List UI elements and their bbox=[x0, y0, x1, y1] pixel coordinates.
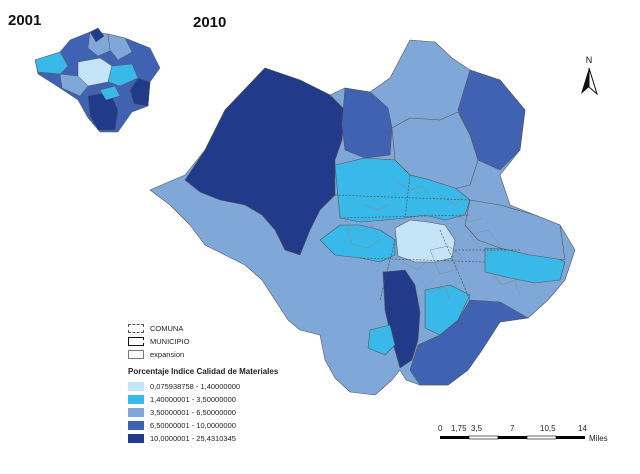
inset-north-dark bbox=[89, 27, 105, 43]
region-west-dark bbox=[184, 67, 346, 256]
scale-tick-label: 7 bbox=[510, 424, 515, 433]
north-arrow: N bbox=[577, 54, 601, 98]
region-north-east bbox=[457, 69, 526, 171]
scale-tick-label: 3,5 bbox=[471, 424, 483, 433]
region-south-west-bright bbox=[367, 324, 396, 356]
legend-label: 10,0000001 - 25,4310345 bbox=[150, 433, 236, 443]
inset-west bbox=[34, 51, 69, 75]
class-swatch bbox=[128, 381, 144, 391]
region-south-dark bbox=[382, 269, 421, 369]
title-year-2001: 2001 bbox=[8, 12, 42, 29]
scale-tick-label: 1,75 bbox=[451, 424, 467, 433]
legend-label: expansion bbox=[150, 349, 185, 359]
scale-unit: Miles bbox=[589, 434, 608, 443]
region-east-mid bbox=[464, 199, 566, 261]
legend-label: COMUNA bbox=[150, 323, 184, 333]
legend-item-municipio: MUNICIPIO bbox=[128, 335, 190, 347]
inset-northeast bbox=[107, 33, 133, 61]
class-swatch bbox=[128, 407, 144, 417]
comuna-swatch bbox=[128, 323, 144, 333]
region-centre-light bbox=[394, 219, 456, 263]
legend-class-3: 3,50000001 - 6,50000000 bbox=[128, 406, 236, 418]
legend-item-expansion: expansion bbox=[128, 348, 184, 360]
region-north-west bbox=[341, 87, 393, 159]
scale-tick-label: 0 bbox=[438, 424, 443, 433]
north-label: N bbox=[586, 55, 593, 65]
legend-label: 1,40000001 - 3,50000000 bbox=[150, 394, 236, 404]
map-2001 bbox=[34, 27, 161, 133]
class-swatch bbox=[128, 433, 144, 443]
region-south-bright bbox=[424, 284, 471, 336]
class-swatch bbox=[128, 420, 144, 430]
legend-class-2: 1,40000001 - 3,50000000 bbox=[128, 393, 236, 405]
inset-east bbox=[107, 63, 139, 87]
region-central-north bbox=[334, 157, 471, 223]
scale-tick-label: 14 bbox=[578, 424, 587, 433]
north-arrow-icon: N bbox=[581, 55, 598, 96]
map-2010 bbox=[149, 39, 576, 396]
legend-label: 6,50000001 - 10,0000000 bbox=[150, 420, 236, 430]
municipio-swatch bbox=[128, 336, 144, 346]
inset-south-bright bbox=[99, 85, 121, 101]
inset-southwest bbox=[59, 73, 89, 97]
legend-label: 3,50000001 - 6,50000000 bbox=[150, 407, 236, 417]
scale-labels: 0 1,75 3,5 7 10,5 14 Miles bbox=[436, 424, 626, 454]
legend-class-5: 10,0000001 - 25,4310345 bbox=[128, 432, 236, 444]
title-year-2010: 2010 bbox=[193, 14, 227, 31]
expansion-swatch bbox=[128, 349, 144, 359]
scale-tick-label: 10,5 bbox=[540, 424, 556, 433]
legend-label: MUNICIPIO bbox=[150, 336, 190, 346]
scale-bar bbox=[440, 435, 585, 440]
legend-class-1: 0,075938758 - 1,40000000 bbox=[128, 380, 240, 392]
legend-title: Porcentaje Indice Calidad de Materiales bbox=[128, 367, 279, 376]
legend-class-4: 6,50000001 - 10,0000000 bbox=[128, 419, 236, 431]
inset-east-dark bbox=[129, 77, 151, 107]
region-central-west bbox=[319, 224, 396, 263]
legend-item-comuna: COMUNA bbox=[128, 322, 183, 334]
legend-label: 0,075938758 - 1,40000000 bbox=[150, 381, 241, 391]
class-swatch bbox=[128, 394, 144, 404]
